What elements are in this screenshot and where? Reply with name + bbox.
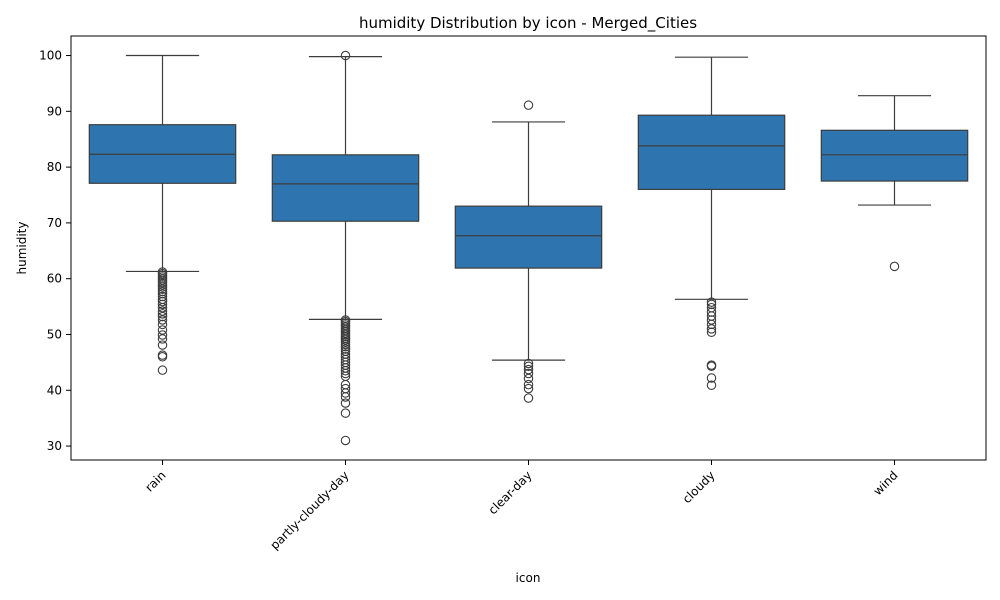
- outlier-point: [706, 297, 717, 307]
- outlier-point: [157, 319, 168, 330]
- y-tick-label: 60: [47, 272, 62, 286]
- x-axis-label: icon: [516, 571, 541, 585]
- outlier-point: [706, 307, 717, 317]
- box-partly-cloudy-day: [271, 50, 420, 446]
- outlier-point: [340, 341, 351, 352]
- outlier-point: [157, 330, 168, 340]
- outlier-point: [523, 368, 534, 379]
- box-clear-day: [454, 100, 603, 403]
- x-tick-label: clear-day: [486, 468, 535, 517]
- plot-area: [88, 50, 969, 446]
- box-rain: [88, 54, 237, 375]
- outlier-point: [706, 361, 717, 372]
- outlier-point: [340, 368, 351, 379]
- box-wind: [820, 95, 969, 272]
- x-tick-label: rain: [142, 468, 168, 494]
- outlier-point: [157, 311, 168, 322]
- outlier-point: [523, 358, 534, 369]
- y-axis: 30 40 50 60 70 80 90 100: [39, 49, 71, 453]
- outlier-point: [340, 398, 351, 408]
- outlier-point: [706, 324, 717, 334]
- outlier-point: [157, 291, 168, 302]
- outlier-point: [889, 261, 900, 272]
- outlier-point: [523, 373, 534, 384]
- outlier-point: [706, 380, 717, 390]
- outlier-point: [340, 50, 351, 61]
- iqr-box: [637, 114, 786, 191]
- outlier-point: [706, 327, 717, 337]
- iqr-box: [454, 205, 603, 269]
- x-tick-label: wind: [871, 468, 901, 498]
- y-tick-label: 100: [39, 49, 62, 63]
- y-tick-label: 70: [47, 216, 62, 230]
- outlier-point: [340, 388, 351, 398]
- x-axis: rain partly-cloudy-day clear-day cloudy wind: [142, 460, 901, 552]
- outlier-point: [523, 393, 534, 403]
- outlier-point: [340, 392, 351, 402]
- outlier-point: [340, 365, 351, 376]
- outlier-point: [706, 373, 717, 383]
- outlier-point: [157, 288, 168, 299]
- outlier-point: [706, 299, 717, 310]
- outlier-point: [157, 286, 168, 297]
- outlier-point: [523, 361, 534, 372]
- y-tick-label: 80: [47, 160, 62, 174]
- outlier-point: [340, 408, 351, 418]
- y-axis-label: humidity: [15, 222, 29, 275]
- outlier-point: [706, 319, 717, 330]
- y-tick-label: 30: [47, 439, 62, 453]
- outlier-point: [523, 100, 534, 110]
- iqr-box: [271, 154, 420, 222]
- y-tick-label: 50: [47, 327, 62, 341]
- x-tick-label: partly-cloudy-day: [268, 468, 352, 552]
- y-tick-label: 90: [47, 104, 62, 118]
- outlier-point: [157, 340, 168, 350]
- outlier-point: [157, 296, 168, 307]
- outlier-point: [523, 379, 534, 390]
- outlier-point: [523, 383, 534, 394]
- outlier-point: [157, 365, 168, 375]
- x-tick-label: cloudy: [680, 468, 718, 506]
- outlier-point: [157, 315, 168, 325]
- iqr-box: [820, 129, 969, 182]
- y-tick-label: 40: [47, 383, 62, 397]
- outlier-point: [157, 334, 168, 344]
- outlier-point: [157, 299, 168, 310]
- outlier-point: [340, 435, 351, 446]
- outlier-point: [157, 282, 168, 292]
- outlier-point: [157, 309, 168, 319]
- chart-title: humidity Distribution by icon - Merged_C…: [359, 14, 697, 33]
- outlier-point: [340, 344, 351, 354]
- outlier-point: [340, 339, 351, 350]
- outlier-point: [157, 325, 168, 335]
- box-cloudy: [637, 56, 786, 390]
- outlier-point: [157, 352, 168, 362]
- outlier-point: [157, 284, 168, 295]
